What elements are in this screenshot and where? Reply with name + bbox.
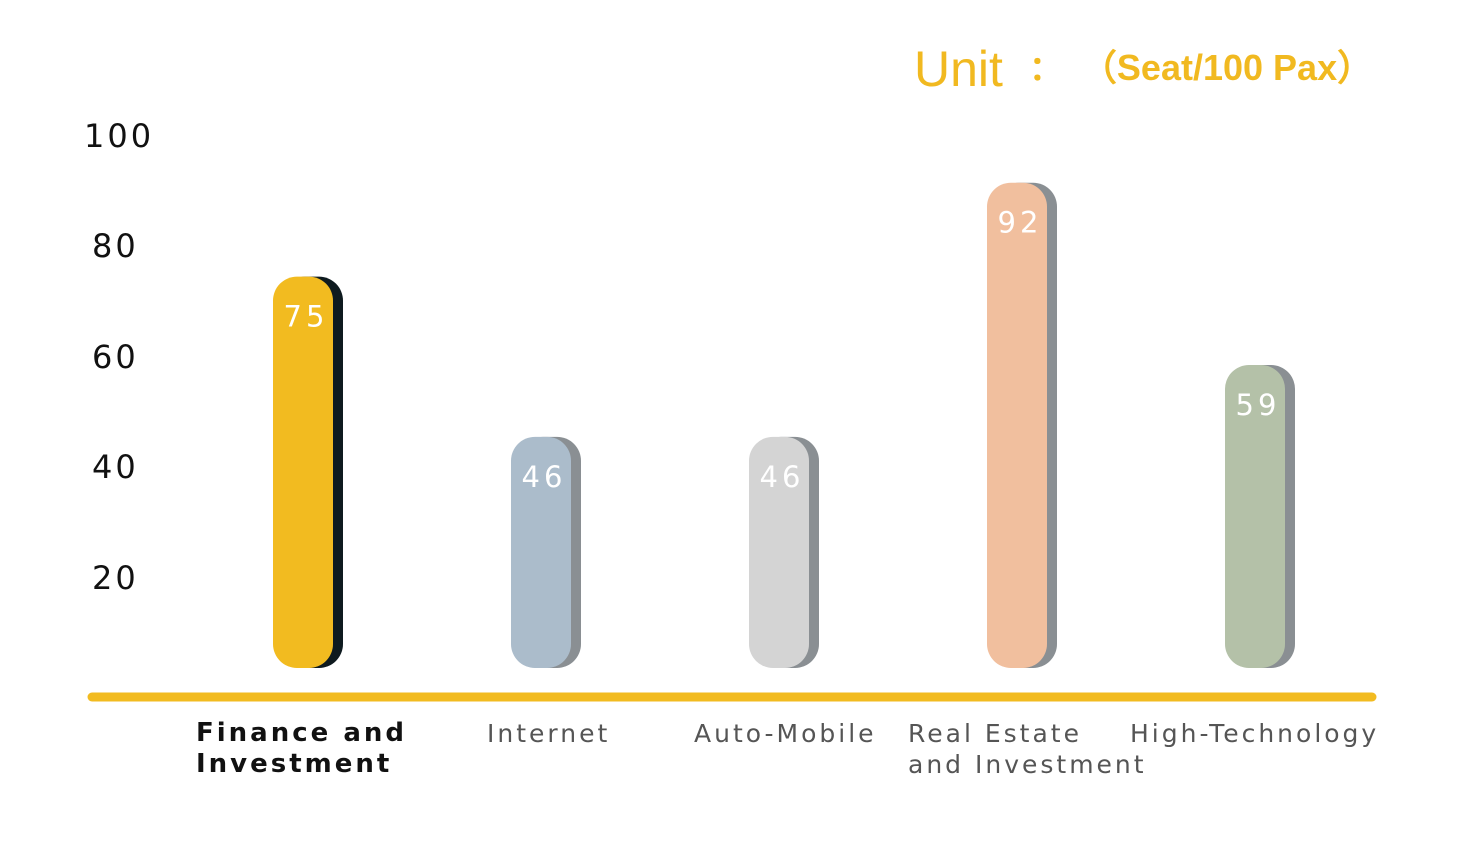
unit-label: Unit (914, 41, 1003, 97)
category-line: Internet (487, 719, 611, 748)
data-label: 92 (998, 206, 1043, 240)
data-label: 46 (522, 460, 567, 494)
bar (749, 436, 809, 668)
x-category-label: Finance and Investment (196, 718, 407, 780)
category-line: Auto-Mobile (694, 719, 877, 748)
x-category-label: Real Estate and Investment (908, 718, 1147, 780)
unit-value: （Seat/100 Pax） (1098, 47, 1374, 88)
data-label: 46 (760, 460, 805, 494)
category-line: and Investment (908, 750, 1147, 779)
y-tick-label: 60 (92, 337, 139, 376)
bar (511, 436, 571, 668)
bar (273, 276, 333, 668)
data-label: 59 (1236, 388, 1281, 422)
x-category-label: High-Technology (1130, 718, 1379, 749)
y-tick-label: 80 (92, 227, 139, 265)
chart-unit-title: Unit ： （Seat/100 Pax） (914, 40, 1373, 98)
category-line: Real Estate (908, 719, 1082, 748)
x-category-label: Auto-Mobile (694, 718, 877, 749)
category-line: High-Technology (1130, 719, 1380, 748)
data-label: 75 (284, 300, 329, 334)
unit-separator: ： (1028, 50, 1063, 88)
y-tick-label: 40 (92, 448, 139, 486)
category-line: Finance and (196, 718, 408, 748)
y-tick-label: 100 (84, 116, 155, 155)
category-line: Investment (196, 749, 393, 779)
x-category-label: Internet (487, 718, 610, 749)
bar (987, 182, 1047, 668)
bar (1225, 365, 1285, 668)
y-tick-label: 20 (92, 558, 139, 597)
